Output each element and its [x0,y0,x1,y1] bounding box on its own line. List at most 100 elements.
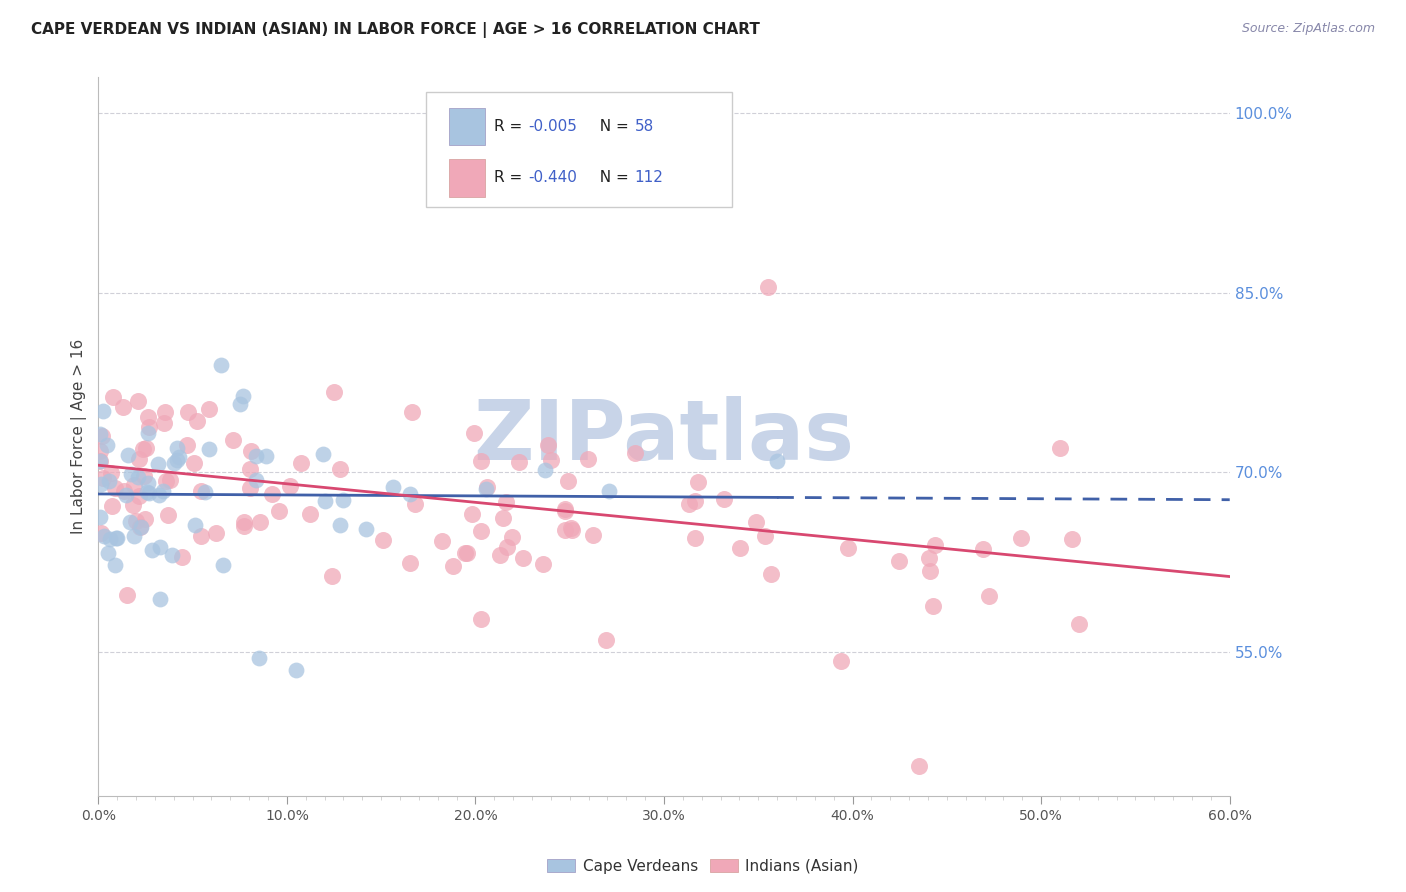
Point [112,400,135,414]
Point [508,455,530,469]
Point [167,450,190,465]
Point [314,494,336,508]
Point [328,462,350,476]
FancyBboxPatch shape [449,160,485,196]
Point [249,515,271,529]
Point [233,515,256,529]
Point [683,531,706,545]
Point [148,488,170,502]
Point [127,470,149,484]
Point [311,447,333,461]
Point [91,428,114,442]
Point [101,390,124,404]
Point [105,531,128,545]
Point [512,550,534,565]
Point [972,541,994,556]
Point [540,453,562,467]
Point [93,529,115,543]
Point [470,612,492,626]
Point [321,568,343,582]
Text: -0.440: -0.440 [529,170,576,186]
Point [922,599,945,614]
Point [89,454,111,468]
Point [537,438,560,452]
Point [232,518,254,533]
Point [112,484,135,499]
Point [190,484,212,499]
Point [205,525,228,540]
Point [278,478,301,492]
Point [160,548,183,562]
Point [686,475,709,489]
Point [371,533,394,547]
Point [129,520,152,534]
Point [104,558,127,572]
Text: 112: 112 [634,170,664,186]
Point [136,475,159,490]
Point [247,651,270,665]
Point [115,588,138,602]
Point [153,405,176,419]
Point [382,480,405,494]
Text: N =: N = [591,170,634,186]
Point [430,533,453,548]
Point [149,540,172,554]
Point [176,438,198,452]
Point [222,433,245,447]
Point [830,654,852,668]
Point [470,454,492,468]
Point [595,633,617,648]
Point [190,529,212,543]
Point [245,473,267,487]
Point [323,385,346,400]
Text: Source: ZipAtlas.com: Source: ZipAtlas.com [1241,22,1375,36]
Point [561,523,583,537]
Point [918,564,941,578]
Point [90,526,112,541]
Point [728,541,751,555]
Point [239,462,262,476]
Point [129,520,152,534]
Point [1060,533,1083,547]
Point [502,530,524,544]
Point [89,443,111,458]
Point [132,442,155,456]
Point [907,758,929,772]
Point [492,511,515,525]
Text: 58: 58 [634,119,654,134]
Point [461,508,484,522]
Point [1067,616,1090,631]
Point [172,549,194,564]
Point [152,416,174,430]
Point [766,454,789,468]
Point [463,426,485,441]
Point [239,481,262,495]
Point [186,414,208,428]
Point [924,538,946,552]
FancyBboxPatch shape [426,92,733,207]
Point [754,529,776,543]
Legend: Cape Verdeans, Indians (Asian): Cape Verdeans, Indians (Asian) [541,853,865,880]
Text: ZIPatlas: ZIPatlas [474,396,855,477]
Point [298,507,321,521]
Point [184,517,207,532]
Point [495,495,517,509]
Point [285,663,308,677]
Point [475,482,498,496]
Point [120,516,142,530]
Point [89,454,111,468]
Point [138,419,160,434]
Point [759,566,782,581]
Point [683,493,706,508]
Point [90,476,112,491]
Point [104,481,127,495]
Point [183,456,205,470]
Point [197,402,219,417]
Point [136,410,159,425]
Point [159,473,181,487]
Point [531,557,554,571]
Point [623,446,645,460]
Point [128,490,150,504]
Point [496,540,519,554]
Point [229,396,252,410]
